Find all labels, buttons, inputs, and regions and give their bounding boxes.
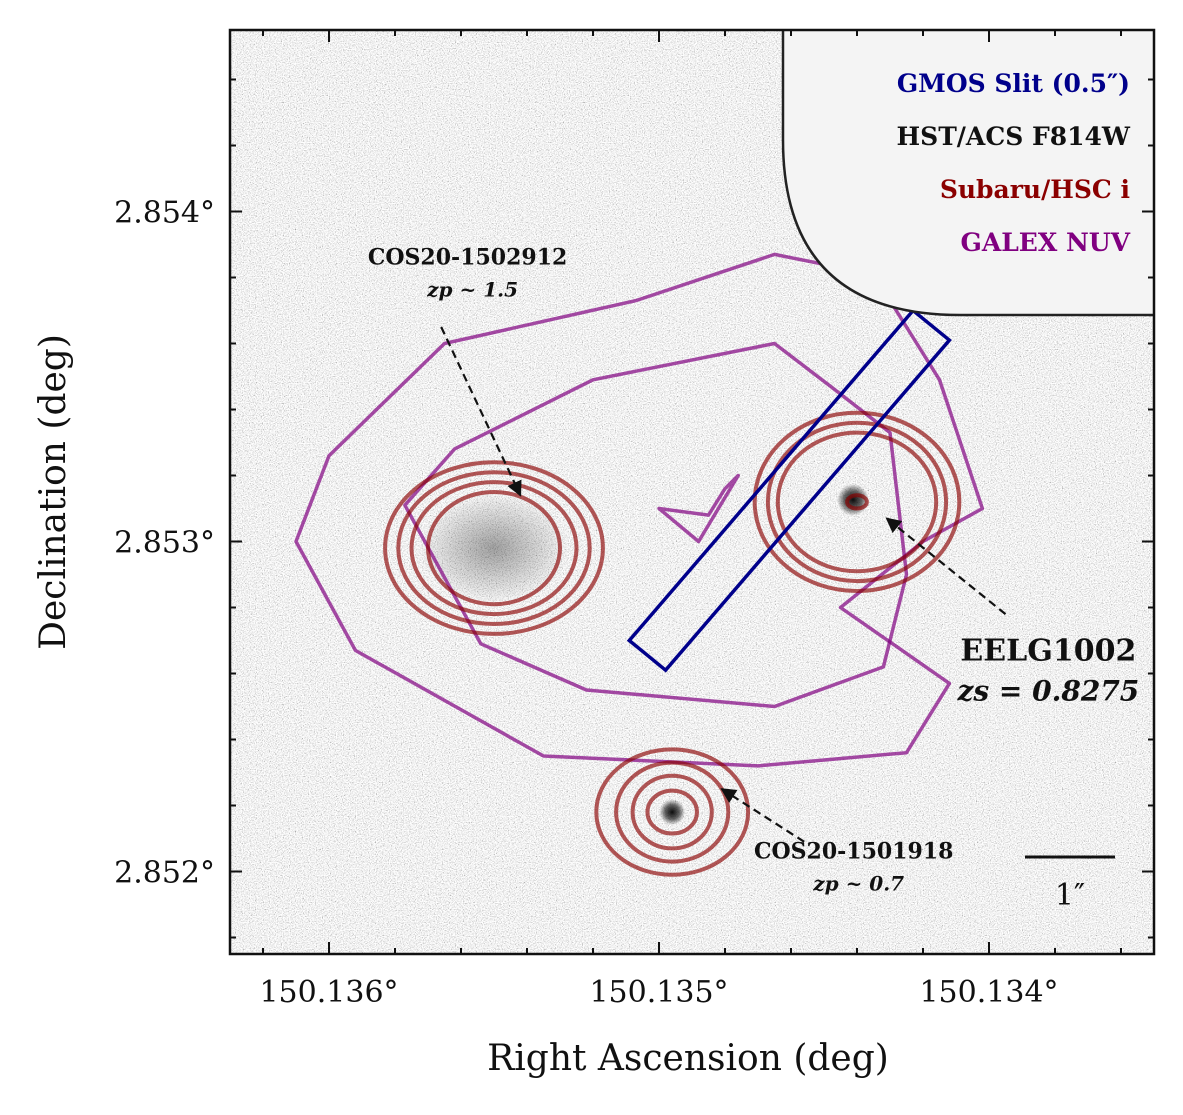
hsc-contour-level <box>765 420 949 584</box>
annotation-arrow <box>720 788 805 843</box>
galex-contour-level <box>657 473 740 544</box>
legend: GMOS Slit (0.5″) HST/ACS F814W Subaru/HS… <box>781 30 1154 317</box>
legend-entry-subaru-hsc: Subaru/HSC i <box>940 175 1130 204</box>
galex-contour-level <box>294 252 985 768</box>
hsc-contour-level <box>614 760 731 864</box>
scale-bar-label: 1″ <box>1055 878 1085 913</box>
hsc-contour-level <box>630 773 714 851</box>
source-diffuse-galaxy <box>419 493 569 604</box>
y-axis-label: Declination (deg) <box>33 334 74 650</box>
legend-box <box>781 30 1154 317</box>
hsc-contour-level <box>645 788 699 836</box>
scale-bar: 1″ <box>1025 855 1115 913</box>
hsc-contour-level <box>775 430 939 574</box>
hsc-contour-level <box>594 747 751 877</box>
annotation-label: EELG1002 <box>960 633 1136 668</box>
plot-frame <box>228 28 1156 956</box>
x-tick-label: 150.135° <box>589 975 728 1010</box>
annotation-label: COS20-1501918 <box>754 838 953 864</box>
annotation-redshift: zp ~ 0.7 <box>812 871 904 895</box>
annotation-arrow <box>440 326 522 497</box>
legend-entry-gmos-slit: GMOS Slit (0.5″) <box>897 69 1130 98</box>
annotation-label: COS20-1502912 <box>368 244 567 270</box>
x-tick-label: 150.134° <box>919 975 1058 1010</box>
annotation-redshift: zs = 0.8275 <box>957 674 1140 707</box>
plot-area: GMOS Slit (0.5″) HST/ACS F814W Subaru/HS… <box>230 30 1154 954</box>
y-tick-label: 2.852° <box>114 856 215 891</box>
legend-entry-galex-nuv: GALEX NUV <box>960 228 1130 257</box>
hsc-contour-level <box>426 489 562 607</box>
hsc-contour-level <box>396 470 592 626</box>
hsc-contour-level <box>752 410 962 593</box>
annotations: COS20-1502912 zp ~ 1.5 EELG1002 zs = 0.8275… <box>368 244 1139 895</box>
x-tick-label: 150.136° <box>259 975 398 1010</box>
hsc-contours <box>383 410 962 877</box>
y-tick-label: 2.853° <box>114 526 215 561</box>
x-axis-label: Right Ascension (deg) <box>487 1038 889 1079</box>
source-compact-south <box>659 799 686 826</box>
axis-ticks <box>230 30 1154 954</box>
hsc-contour-level <box>383 460 605 636</box>
hsc-contour-level <box>409 480 579 617</box>
hsc-contour-level <box>845 493 869 511</box>
y-tick-label: 2.854° <box>114 196 215 231</box>
annotation-redshift: zp ~ 1.5 <box>426 277 518 301</box>
legend-entry-hst-acs: HST/ACS F814W <box>897 122 1131 151</box>
axis-tick-labels: 150.136° 150.135° 150.134° 2.854° 2.853° 2.85… <box>114 196 1058 1011</box>
